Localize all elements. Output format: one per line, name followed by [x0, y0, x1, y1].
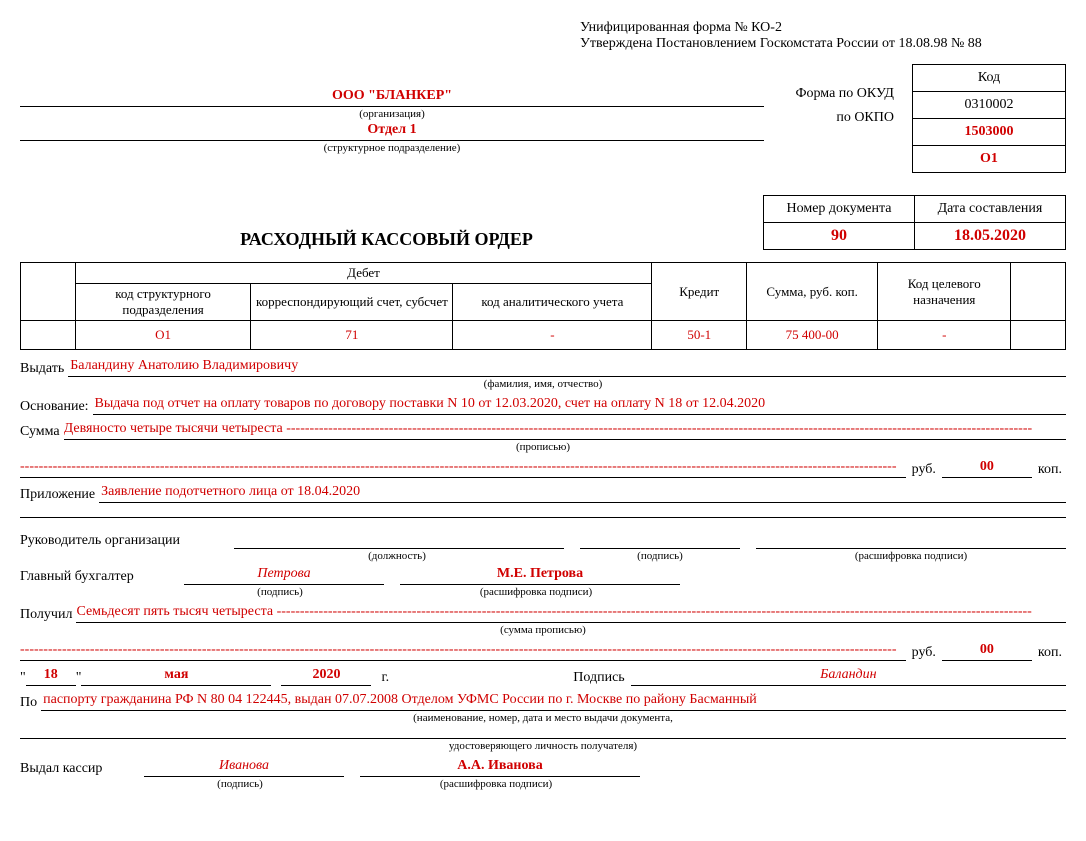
- col-last: [1011, 263, 1066, 321]
- date-month: мая: [81, 667, 271, 686]
- rub-label-2: руб.: [906, 645, 942, 661]
- okud-value: 0310002: [913, 92, 1066, 119]
- give-label: Выдать: [20, 361, 68, 377]
- attach-line2: [20, 505, 1066, 518]
- cell: -: [878, 321, 1011, 350]
- kop-label-2: коп.: [1032, 645, 1066, 661]
- passport-cap2: удостоверяющего личность получателя): [20, 740, 1066, 752]
- col-credit: Кредит: [652, 263, 747, 321]
- give-value: Баландину Анатолию Владимировичу: [68, 358, 1066, 377]
- form-title: РАСХОДНЫЙ КАССОВЫЙ ОРДЕР: [20, 229, 763, 250]
- docdate-value: 18.05.2020: [915, 223, 1066, 250]
- cell: 50-1: [652, 321, 747, 350]
- docnum-table: Номер документа Дата составления 90 18.0…: [763, 195, 1066, 250]
- col-blank: [21, 263, 76, 321]
- accountant-label: Главный бухгалтер: [20, 569, 184, 585]
- received-caption: (сумма прописью): [20, 624, 1066, 636]
- cell: О1: [75, 321, 251, 350]
- cashier-name: А.А. Иванова: [360, 758, 640, 777]
- okpo-label: по ОКПО: [764, 106, 894, 130]
- col-sum: Сумма, руб. коп.: [747, 263, 878, 321]
- passport-cap1: (наименование, номер, дата и место выдач…: [20, 712, 1066, 724]
- col-anal: код аналитического учета: [453, 284, 652, 321]
- dept-name: Отдел 1: [20, 122, 764, 141]
- org-block: ООО "БЛАНКЕР" (организация) Отдел 1 (стр…: [20, 64, 902, 154]
- sig-cap: (подпись): [580, 550, 740, 562]
- form-header: Унифицированная форма № КО-2 Утверждена …: [580, 20, 1066, 52]
- cashier-label: Выдал кассир: [20, 761, 144, 777]
- docnum-value: 90: [764, 223, 915, 250]
- give-caption: (фамилия, имя, отчество): [20, 378, 1066, 390]
- cashier-sig-cap: (подпись): [140, 778, 340, 790]
- col-debit: Дебет: [75, 263, 652, 284]
- acc-sig-cap: (подпись): [180, 586, 380, 598]
- attach-label: Приложение: [20, 487, 99, 503]
- attach-value: Заявление подотчетного лица от 18.04.202…: [99, 484, 1066, 503]
- recipient-sig: Баландин: [631, 667, 1066, 686]
- form-page: Унифицированная форма № КО-2 Утверждена …: [0, 0, 1086, 810]
- pos-cap: (должность): [230, 550, 564, 562]
- dept-caption: (структурное подразделение): [20, 142, 764, 154]
- accounting-table: Дебет Кредит Сумма, руб. коп. Код целево…: [20, 262, 1066, 350]
- received-words: Семьдесят пять тысяч четыреста ---------…: [76, 604, 1066, 623]
- basis-label: Основание:: [20, 399, 93, 415]
- year-suffix: г.: [371, 670, 399, 686]
- code-header: Код: [913, 65, 1066, 92]
- leader-label: Руководитель организации: [20, 533, 234, 549]
- kop-value: 00: [942, 459, 1032, 478]
- cell: 75 400-00: [747, 321, 878, 350]
- passport-value: паспорту гражданина РФ N 80 04 122445, в…: [41, 692, 1066, 711]
- cashier-decode-cap: (расшифровка подписи): [356, 778, 636, 790]
- code-box: Код 0310002 1503000 О1: [912, 64, 1066, 173]
- received-label: Получил: [20, 607, 76, 623]
- date-day: 18: [26, 667, 76, 686]
- dept-code-value: О1: [913, 146, 1066, 173]
- sig-label: Подпись: [573, 670, 630, 686]
- sum-words: Девяносто четыре тысячи четыреста ------…: [64, 421, 1066, 440]
- code-labels: Форма по ОКУД по ОКПО: [764, 82, 902, 154]
- passport-line2: [20, 726, 1066, 739]
- cell: [1011, 321, 1066, 350]
- col-struct: код структурного подразделения: [75, 284, 251, 321]
- okud-label: Форма по ОКУД: [764, 82, 894, 106]
- cell: 71: [251, 321, 453, 350]
- col-corr: корреспондирующий счет, субсчет: [251, 284, 453, 321]
- org-name: ООО "БЛАНКЕР": [20, 88, 764, 107]
- org-caption: (организация): [20, 108, 764, 120]
- header-line1: Унифицированная форма № КО-2: [580, 20, 1066, 36]
- kop-value-2: 00: [942, 642, 1032, 661]
- kop-label: коп.: [1032, 462, 1066, 478]
- cell: [21, 321, 76, 350]
- basis-value: Выдача под отчет на оплату товаров по до…: [93, 396, 1066, 415]
- leader-position: [234, 530, 564, 549]
- table-row: О1 71 - 50-1 75 400-00 -: [21, 321, 1066, 350]
- by-label: По: [20, 695, 41, 711]
- accountant-name: М.Е. Петрова: [400, 566, 680, 585]
- col-target: Код целевого назначения: [878, 263, 1011, 321]
- docnum-label: Номер документа: [764, 196, 915, 223]
- acc-decode-cap: (расшифровка подписи): [396, 586, 676, 598]
- leader-decode: [756, 530, 1066, 549]
- sum-dashes-2: ----------------------------------------…: [20, 459, 906, 478]
- decode-cap: (расшифровка подписи): [756, 550, 1066, 562]
- rub-label: руб.: [906, 462, 942, 478]
- received-dashes-2: ----------------------------------------…: [20, 642, 906, 661]
- sum-caption: (прописью): [20, 441, 1066, 453]
- okpo-value: 1503000: [913, 119, 1066, 146]
- sum-label: Сумма: [20, 424, 64, 440]
- cell: -: [453, 321, 652, 350]
- date-year: 2020: [281, 667, 371, 686]
- cashier-sig: Иванова: [144, 758, 344, 777]
- leader-signature: [580, 530, 740, 549]
- docdate-label: Дата составления: [915, 196, 1066, 223]
- accountant-sig: Петрова: [184, 566, 384, 585]
- header-line2: Утверждена Постановлением Госкомстата Ро…: [580, 36, 1066, 52]
